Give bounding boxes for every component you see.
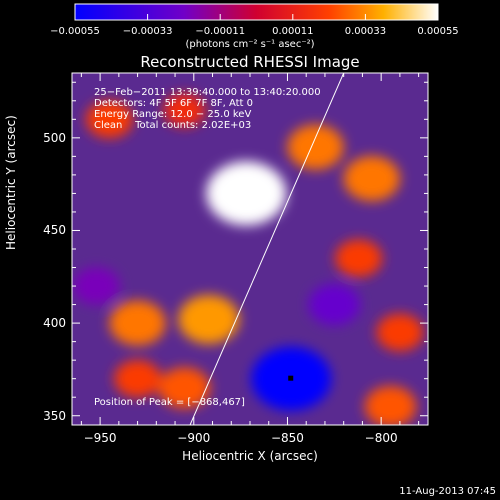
colorbar-tick-label: 0.00055 [417, 26, 459, 37]
y-tick-label: 350 [43, 408, 66, 423]
peak-position-label: Position of Peak = [−868,467] [94, 397, 245, 408]
axis-ticks [72, 73, 428, 425]
chart-title: Reconstructed RHESSI Image [140, 53, 360, 71]
x-tick-label: −850 [270, 431, 304, 445]
source-blob-14 [72, 267, 120, 305]
source-blob-3 [109, 300, 166, 346]
colorbar-tick-label: −0.00033 [122, 26, 173, 37]
annotation-detectors: Detectors: 4F 5F 6F 7F 8F, Att 0 [94, 98, 254, 109]
x-axis-label: Heliocentric X (arcsec) [182, 449, 318, 463]
source-core-4 [193, 305, 225, 334]
peak-marker [288, 375, 294, 381]
source-blob-7 [86, 100, 133, 139]
annotation-time: 25−Feb−2011 13:39:40.000 to 13:40:20.000 [94, 87, 321, 98]
source-blob-9 [376, 313, 424, 352]
colorbar-frame [74, 3, 439, 21]
timestamp: 11-Aug-2013 07:45 [399, 486, 496, 497]
solar-limb-line [189, 73, 345, 425]
source-blob-11 [335, 239, 383, 278]
annotation-clean: Clean Total counts: 2.02E+03 [94, 120, 252, 131]
source-blob-8 [163, 93, 206, 127]
colorbar [75, 4, 438, 20]
source-blob-10 [364, 385, 417, 425]
y-tick-label: 400 [43, 316, 66, 331]
colorbar-tick-label: −0.00011 [195, 26, 246, 37]
colorbar-tick-label: 0.00033 [344, 26, 387, 37]
source-core-0 [226, 175, 267, 212]
colorbar-ticks [74, 14, 439, 20]
annotation-energy: Energy Range: 12.0 − 25.0 keV [94, 109, 252, 120]
heatmap-image [72, 73, 428, 425]
source-blob-13 [308, 283, 361, 326]
source-blob-6 [158, 367, 211, 409]
x-tick-label: −950 [83, 431, 117, 445]
x-tick-label: −900 [177, 431, 211, 445]
y-tick-label: 500 [43, 130, 66, 145]
source-blob-5 [114, 359, 162, 398]
y-tick-label: 450 [43, 223, 66, 238]
colorbar-tick-label: −0.00055 [50, 26, 100, 37]
colorbar-tick-label: 0.00011 [272, 26, 314, 37]
colorbar-units: (photons cm⁻² s⁻¹ asec⁻²) [185, 39, 315, 50]
source-blob-1 [287, 124, 344, 170]
y-axis-label: Heliocentric Y (arcsec) [4, 115, 18, 250]
x-tick-label: −800 [364, 431, 398, 445]
source-blob-2 [343, 156, 400, 202]
minimum-marker [288, 375, 294, 381]
